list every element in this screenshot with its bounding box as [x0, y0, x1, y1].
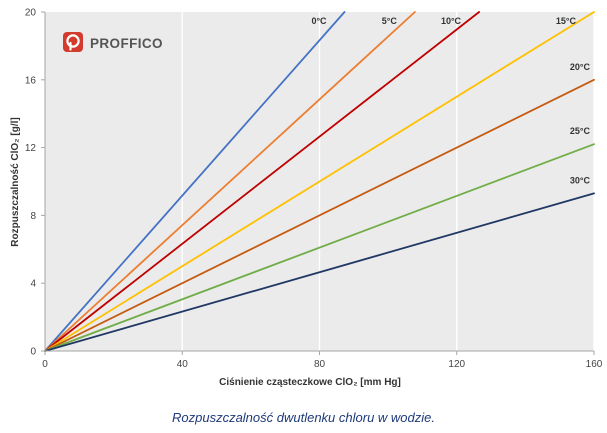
y-tick-label: 0: [30, 347, 36, 358]
series-label-6: 25°C: [570, 126, 591, 136]
x-tick-label: 120: [448, 359, 465, 370]
series-label-7: 30°C: [570, 175, 591, 185]
y-tick-label: 4: [30, 279, 36, 290]
series-line-1: [44, 11, 346, 352]
series-label-1: 0°C: [311, 16, 327, 26]
y-tick-label: 12: [25, 143, 37, 154]
proffico-logo-icon: [63, 32, 83, 52]
x-tick-label: 0: [42, 359, 48, 370]
series-label-5: 20°C: [570, 62, 591, 72]
series-lines: [44, 11, 595, 352]
logo-text: PROFFICO: [90, 36, 163, 51]
series-label-3: 10°C: [441, 16, 462, 26]
tick-labels: 0 4 8 12 16 20 0 40 80 120 160: [25, 8, 603, 371]
series-labels: 0°C 5°C 10°C 15°C 20°C 25°C 30°C: [311, 16, 590, 185]
x-tick-label: 80: [314, 359, 326, 370]
x-tick-label: 160: [586, 359, 603, 370]
series-line-4: [44, 11, 595, 352]
x-axis-title: Ciśnienie cząsteczkowe ClO₂ [mm Hg]: [219, 377, 401, 388]
series-line-3: [44, 11, 481, 352]
series-line-2: [44, 11, 416, 352]
series-line-5: [44, 78, 595, 352]
y-axis-title: Rozpuszczalność ClO₂ [g/l]: [10, 117, 21, 246]
x-tick-label: 40: [177, 359, 189, 370]
series-label-4: 15°C: [556, 16, 577, 26]
y-tick-label: 16: [25, 75, 37, 86]
proffico-logo: PROFFICO: [63, 32, 163, 52]
series-line-6: [44, 143, 595, 352]
solubility-chart: 0 4 8 12 16 20 0 40 80 120 160 0°C 5°C 10°C 15°C 20°C 2…: [10, 8, 603, 389]
series-label-2: 5°C: [382, 16, 398, 26]
chart-container: 0 4 8 12 16 20 0 40 80 120 160 0°C 5°C 10°C 15°C 20°C 2…: [10, 7, 603, 389]
axes: [41, 11, 595, 355]
y-tick-label: 8: [30, 211, 36, 222]
series-line-7: [44, 192, 595, 352]
y-tick-label: 20: [25, 8, 37, 19]
figure-caption: Rozpuszczalność dwutlenku chloru w wodzi…: [171, 410, 435, 425]
